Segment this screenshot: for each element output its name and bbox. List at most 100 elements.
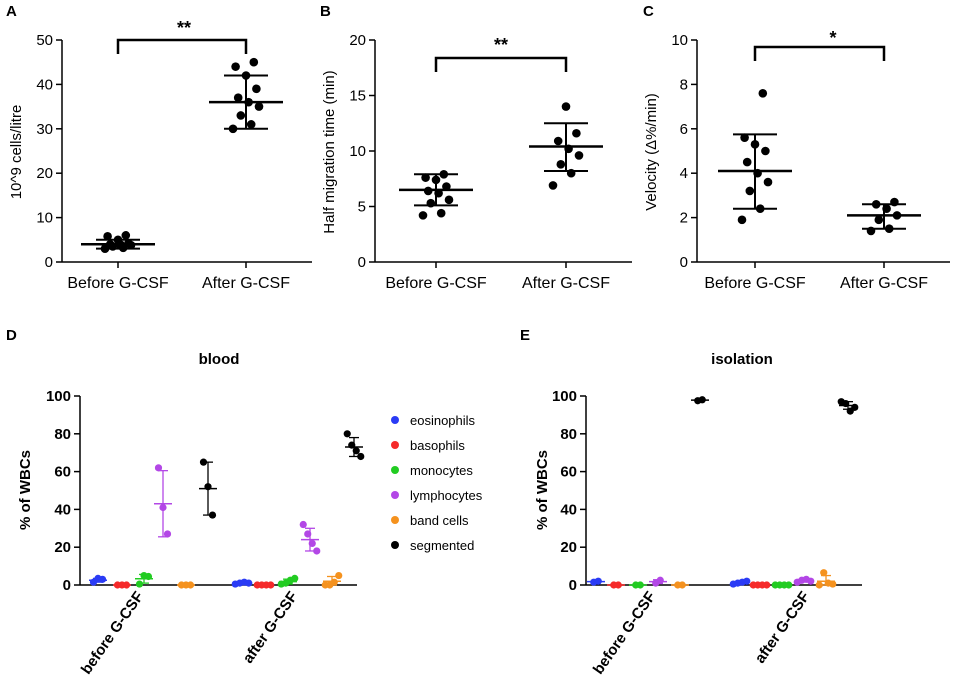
panel-c-point: [874, 215, 884, 225]
panel-a-significance-bracket: [116, 38, 248, 54]
panel-b-y-tick-label: 5: [358, 199, 366, 216]
panel-d-point-monocytes: [291, 574, 299, 582]
panel-c-point: [740, 133, 749, 142]
panel-c-point: [737, 215, 747, 225]
panel-d-point-lymphocytes: [299, 520, 307, 529]
panel-a-point: [252, 84, 261, 94]
panel-e-y-label: % of WBCs: [534, 450, 551, 530]
panel-a-y-tick-label: 40: [36, 76, 53, 93]
panel-b-point: [574, 151, 584, 160]
panel-b-x-label-after: After G-CSF: [522, 275, 610, 292]
panel-e-y-axis: 0 20 40 60 80 100: [552, 388, 862, 594]
panel-d-y-tick-label: 100: [46, 388, 71, 405]
legend-label-band-cells: band cells: [410, 513, 469, 528]
panel-c-x-label-after: After G-CSF: [840, 275, 928, 292]
legend-label-lymphocytes: lymphocytes: [410, 488, 483, 503]
panel-d-point-monocytes: [135, 580, 144, 588]
panel-d-point-lymphocytes: [313, 547, 321, 555]
panel-c-significance-bracket: [753, 45, 886, 61]
panel-b-significance-bracket: [434, 56, 568, 72]
panel-label-e: E: [520, 327, 530, 344]
panel-label-a: A: [6, 3, 17, 20]
panel-c-y-tick-label: 4: [680, 165, 688, 182]
panel-c-chart: Velocity (Δ%/min) 0 2 4 6 8 10 Before G-CSF A…: [643, 28, 950, 292]
panel-a-x-label-after: After G-CSF: [202, 275, 290, 292]
panel-d-y-axis: 0 20 40 60 80 100: [46, 388, 357, 594]
panel-e-chart: isolation % of WBCs 0 20 40 60 80 100 before …: [534, 351, 862, 677]
panel-b-significance: **: [494, 35, 508, 55]
panel-d-point-segmented: [357, 452, 365, 461]
panel-c-point: [742, 157, 752, 167]
panel-b-point: [556, 160, 566, 169]
panel-a-y-tick-label: 50: [36, 32, 53, 49]
legend-label-eosinophils: eosinophils: [410, 413, 476, 428]
panel-a-x-label-before: Before G-CSF: [67, 275, 169, 292]
panel-e-y-tick-label: 100: [552, 388, 577, 405]
legend-marker-monocytes: [391, 466, 399, 474]
panel-d-y-tick-label: 20: [54, 539, 71, 556]
panel-d-y-tick-label: 80: [54, 426, 71, 443]
panel-a-point: [254, 102, 264, 111]
panel-a-point: [249, 57, 259, 67]
panel-d-point-segmented: [343, 430, 351, 438]
panel-c-y-label: Velocity (Δ%/min): [643, 93, 660, 211]
panel-c-y-tick-label: 10: [671, 32, 688, 49]
panel-a-y-tick-label: 20: [36, 165, 53, 182]
panel-e-y-tick-label: 40: [560, 501, 577, 518]
panel-b-point: [572, 128, 581, 138]
panel-b-point: [418, 211, 428, 220]
panel-d-title: blood: [199, 351, 240, 368]
panel-b-point: [561, 102, 571, 111]
panel-e-title: isolation: [711, 351, 773, 368]
panel-e-point-band-cells: [815, 581, 823, 589]
panel-a-point: [103, 231, 112, 241]
panel-c-significance: *: [829, 28, 836, 48]
panel-e-x-label-before: before G-CSF: [590, 589, 659, 678]
panel-a-y-label: 10^9 cells/litre: [8, 105, 25, 200]
panel-e-point-band-cells: [829, 580, 837, 588]
panel-a-y-tick-label: 30: [36, 121, 53, 138]
panel-c-y-tick-label: 2: [680, 210, 688, 227]
legend-marker-segmented: [391, 541, 399, 549]
panel-b-chart: Half migration time (min) 0 5 10 15 20 Befor…: [321, 32, 632, 292]
panel-b-point: [444, 195, 454, 205]
panel-e-y-tick-label: 0: [569, 577, 577, 594]
panel-d-chart: blood % of WBCs 0 20 40 60 80 100 before G-CS…: [17, 351, 365, 677]
panel-e-point-band-cells: [820, 569, 828, 577]
panel-c-y-tick-label: 0: [680, 254, 688, 271]
panel-b-point: [548, 181, 558, 190]
panel-c-point: [745, 186, 755, 196]
panel-e-y-tick-label: 80: [560, 426, 577, 443]
panel-b-y-tick-label: 20: [349, 32, 366, 49]
panel-a-significance: **: [177, 18, 191, 38]
panel-e-y-tick-label: 60: [560, 464, 577, 481]
panel-d-y-label: % of WBCs: [17, 450, 34, 530]
panel-c-point: [758, 88, 768, 98]
panel-b-point: [553, 136, 563, 146]
panel-label-d: D: [6, 327, 17, 344]
panel-d-point-eosinophils: [98, 575, 107, 583]
panel-d-x-label-after: after G-CSF: [240, 589, 302, 667]
panel-label-b: B: [320, 3, 331, 20]
panel-d-marks: [89, 430, 365, 589]
panel-b-y-tick-label: 10: [349, 143, 366, 160]
panel-c-point: [761, 146, 770, 156]
legend-label-basophils: basophils: [410, 438, 465, 453]
panel-b-point: [436, 208, 446, 218]
panel-a-point: [236, 111, 246, 120]
panel-a-point: [233, 93, 243, 103]
legend-marker-basophils: [391, 441, 399, 449]
panel-a-y-tick-label: 10: [36, 210, 53, 227]
panel-e-x-label-after: after G-CSF: [752, 589, 814, 667]
panel-d-y-tick-label: 60: [54, 464, 71, 481]
panel-d-y-tick-label: 0: [63, 577, 71, 594]
panel-e-marks: [587, 396, 859, 589]
panel-e-y-tick-label: 20: [560, 539, 577, 556]
panel-c-y-axis: 0 2 4 6 8 10: [671, 32, 950, 271]
legend-marker-band-cells: [391, 516, 399, 524]
panel-b-y-tick-label: 0: [358, 254, 366, 271]
panel-a-point: [231, 62, 240, 71]
panel-b-marks: [399, 56, 603, 220]
panel-a-chart: 10^9 cells/litre 0 10 20 30 40 50 Before G-CS…: [8, 18, 312, 292]
